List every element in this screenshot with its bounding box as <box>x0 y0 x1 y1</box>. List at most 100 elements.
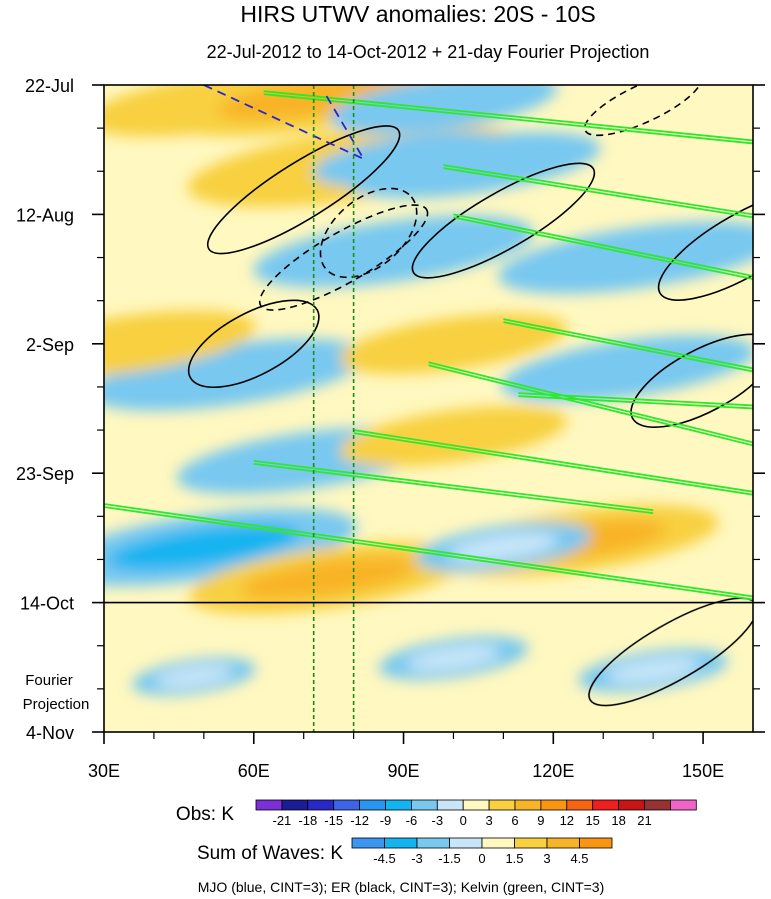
waves-colorbar-label: Sum of Waves: K <box>197 843 343 864</box>
kelvin-contour-5 <box>353 429 753 493</box>
obs-bar-swatch-16 <box>670 799 697 811</box>
waves-bar-swatch-5 <box>514 837 548 849</box>
obs-bar-swatch-11 <box>540 799 568 811</box>
obs-colorbar: -21 -18 -15 -12 -9 -6 -3 0 3 6 9 12 15 18 21 <box>255 799 697 828</box>
obs-bar-level-8: 3 <box>485 813 492 828</box>
obs-bar-swatch-9 <box>488 799 516 811</box>
obs-bar-level-14: 21 <box>637 813 651 828</box>
obs-bar-swatch-3 <box>333 799 361 811</box>
er-contour-0 <box>206 125 401 255</box>
er-contour-5 <box>630 333 753 428</box>
y-tick-label-0: 22-Jul <box>25 76 74 96</box>
reference-longitude-lines <box>312 85 355 732</box>
obs-bar-level-11: 12 <box>560 813 574 828</box>
waves-bar-swatch-3 <box>449 837 483 849</box>
anomaly-core-9 <box>141 353 317 396</box>
er-contour-8 <box>258 204 429 311</box>
obs-bar-swatch-15 <box>644 799 671 811</box>
waves-bar-swatch-6 <box>546 837 580 849</box>
y-tick-label-4: 14-Oct <box>20 594 74 614</box>
projection-label-line2: Projection <box>23 696 90 713</box>
obs-bar-swatch-8 <box>462 799 490 811</box>
waves-bar-level-1: -3 <box>411 851 423 866</box>
kelvin-contour-b-7 <box>104 506 753 601</box>
er-contour-6 <box>588 597 753 707</box>
obs-bar-swatch-0 <box>255 799 283 811</box>
kelvin-contour-b-6 <box>253 462 654 515</box>
projection-label-line1: Fourier <box>25 672 73 689</box>
anomaly-core-11 <box>382 326 525 362</box>
kelvin-contour-3 <box>503 318 753 370</box>
anomaly-core-1 <box>217 85 410 120</box>
kelvin-contour-b-5 <box>353 432 753 496</box>
waves-bar-level-5: 3 <box>543 851 550 866</box>
x-tick-label-0: 30E <box>88 761 120 781</box>
chart-subtitle: 22-Jul-2012 to 14-Oct-2012 + 21-day Four… <box>207 42 650 62</box>
waves-bar-level-0: -4.5 <box>373 851 395 866</box>
anomaly-core-4 <box>372 85 515 122</box>
obs-bar-level-13: 18 <box>611 813 625 828</box>
obs-bar-level-9: 6 <box>511 813 518 828</box>
y-axis: 22-Jul 12-Aug 2-Sep 23-Sep 14-Oct 4-Nov <box>16 76 765 743</box>
kelvin-contour-0 <box>263 90 753 142</box>
wave-contours <box>104 85 753 707</box>
kelvin-contour-b-3 <box>503 321 753 373</box>
er-contour-2 <box>319 187 418 279</box>
y-tick-label-2: 2-Sep <box>26 335 74 355</box>
kelvin-contour-7 <box>104 503 753 598</box>
kelvin-contour-4 <box>428 361 753 444</box>
anomaly-core-15 <box>108 524 300 570</box>
obs-bar-swatch-7 <box>436 799 464 811</box>
obs-bar-swatch-10 <box>514 799 542 811</box>
obs-bar-level-0: -21 <box>273 813 292 828</box>
obs-colorbar-label: Obs: K <box>176 804 234 825</box>
waves-bar-swatch-2 <box>416 837 450 849</box>
waves-bar-swatch-7 <box>579 837 613 849</box>
y-tick-label-1: 12-Aug <box>16 205 74 225</box>
obs-bar-level-4: -9 <box>380 813 392 828</box>
er-contour-7 <box>583 85 703 137</box>
er-contour-1 <box>411 162 596 279</box>
x-tick-label-2: 90E <box>388 761 420 781</box>
plot-frame <box>103 84 754 733</box>
obs-bar-level-2: -15 <box>324 813 343 828</box>
kelvin-contour-b-1 <box>443 167 753 219</box>
kelvin-contour-b-0 <box>263 93 753 145</box>
x-axis: 30E 60E 90E 120E 150E <box>88 732 724 781</box>
anomaly-field <box>104 85 753 696</box>
anomaly-core-21 <box>155 665 233 688</box>
kelvin-contour-6 <box>253 459 654 512</box>
obs-bar-level-12: 15 <box>585 813 599 828</box>
legend-note: MJO (blue, CINT=3); ER (black, CINT=3); … <box>198 879 605 895</box>
obs-bar-swatch-1 <box>281 799 309 811</box>
x-tick-label-4: 150E <box>682 761 724 781</box>
kelvin-contour-1 <box>443 164 753 216</box>
obs-bar-swatch-4 <box>359 799 386 811</box>
obs-bar-level-1: -18 <box>298 813 317 828</box>
anomaly-core-19 <box>406 645 501 671</box>
waves-bar-level-4: 1.5 <box>505 851 523 866</box>
y-tick-label-5: 4-Nov <box>26 723 74 743</box>
plot-area <box>104 85 753 732</box>
obs-bar-level-10: 9 <box>537 813 544 828</box>
mjo-contour <box>203 85 366 161</box>
kelvin-contour-b-2 <box>453 216 753 280</box>
obs-bar-swatch-2 <box>307 799 335 811</box>
obs-bar-swatch-13 <box>592 799 620 811</box>
waves-bar-level-3: 0 <box>478 851 485 866</box>
obs-bar-swatch-12 <box>566 799 594 811</box>
obs-bar-swatch-5 <box>385 799 412 811</box>
kelvin-contour-b-4 <box>428 364 753 447</box>
anomaly-core-8 <box>550 236 726 279</box>
x-tick-label-3: 120E <box>532 761 574 781</box>
kelvin-contour-b-8 <box>518 395 753 410</box>
chart-title: HIRS UTWV anomalies: 20S - 10S <box>240 1 595 27</box>
waves-bar-swatch-0 <box>351 837 385 849</box>
obs-bar-level-5: -6 <box>406 813 418 828</box>
kelvin-contour-8 <box>518 392 753 407</box>
obs-bar-level-6: -3 <box>432 813 444 828</box>
obs-bar-level-3: -12 <box>350 813 369 828</box>
er-contour-3 <box>187 299 320 389</box>
waves-bar-level-2: -1.5 <box>438 851 460 866</box>
